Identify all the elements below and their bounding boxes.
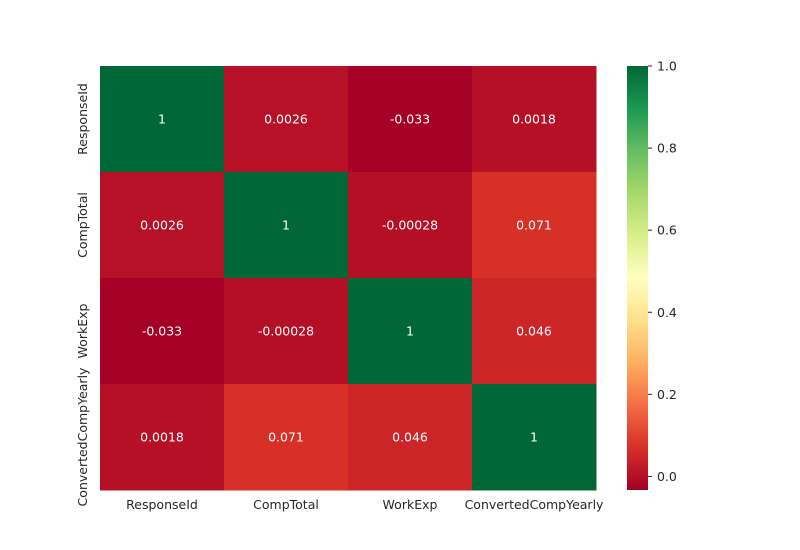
colorbar-tick-label: 1.0 bbox=[657, 59, 677, 74]
y-axis-ticks: ResponseId CompTotal WorkExp ConvertedCompY… bbox=[75, 83, 90, 506]
x-axis-ticks: ResponseId CompTotal WorkExp ConvertedCompY… bbox=[126, 497, 604, 512]
heatmap-cell bbox=[100, 66, 225, 173]
heatmap-cell bbox=[348, 278, 473, 385]
x-tick-label: ResponseId bbox=[126, 497, 198, 512]
colorbar-tick-label: 0.4 bbox=[657, 305, 677, 320]
colorbar-gradient bbox=[627, 66, 648, 490]
cell-value-label: 0.071 bbox=[268, 430, 304, 445]
heatmap-cell bbox=[100, 278, 225, 385]
heatmap-cell bbox=[224, 172, 349, 279]
heatmap-cell bbox=[472, 66, 597, 173]
y-tick-label: CompTotal bbox=[75, 192, 90, 258]
x-tick-label: WorkExp bbox=[383, 497, 438, 512]
cell-value-label: -0.00028 bbox=[382, 218, 438, 233]
colorbar-tick-label: 0.6 bbox=[657, 223, 677, 238]
colorbar-tick-label: 0.0 bbox=[657, 469, 677, 484]
cell-value-label: 0.0018 bbox=[512, 112, 556, 127]
heatmap-cell bbox=[472, 172, 597, 279]
heatmap-cell bbox=[100, 172, 225, 279]
heatmap-cell bbox=[472, 278, 597, 385]
y-tick-label: ConvertedCompYearly bbox=[75, 367, 90, 506]
heatmap-cell bbox=[224, 384, 349, 491]
y-tick-label: WorkExp bbox=[75, 303, 90, 358]
cell-value-label: -0.00028 bbox=[258, 324, 314, 339]
heatmap-cell bbox=[348, 66, 473, 173]
colorbar-tick-label: 0.8 bbox=[657, 141, 677, 156]
colorbar: 0.0 0.2 0.4 0.6 0.8 1.0 bbox=[627, 59, 677, 490]
heatmap-cell bbox=[348, 384, 473, 491]
heatmap-cells: 1 0.0026 -0.033 0.0018 0.0026 1 -0.00028 0.071 -… bbox=[100, 66, 597, 491]
cell-value-label: 0.0026 bbox=[264, 112, 308, 127]
cell-value-label: 1 bbox=[282, 218, 290, 233]
cell-value-label: 1 bbox=[406, 324, 414, 339]
y-tick-label: ResponseId bbox=[75, 83, 90, 155]
cell-value-label: 0.0026 bbox=[140, 218, 184, 233]
cell-value-label: 0.0018 bbox=[140, 430, 184, 445]
colorbar-tick-label: 0.2 bbox=[657, 387, 677, 402]
heatmap-cell bbox=[224, 278, 349, 385]
x-tick-label: CompTotal bbox=[253, 497, 319, 512]
cell-value-label: -0.033 bbox=[142, 324, 182, 339]
cell-value-label: 1 bbox=[158, 112, 166, 127]
heatmap-cell bbox=[100, 384, 225, 491]
cell-value-label: 1 bbox=[530, 430, 538, 445]
heatmap-cell bbox=[224, 66, 349, 173]
cell-value-label: 0.046 bbox=[392, 430, 428, 445]
cell-value-label: -0.033 bbox=[390, 112, 430, 127]
heatmap-cell bbox=[348, 172, 473, 279]
x-tick-label: ConvertedCompYearly bbox=[465, 497, 604, 512]
cell-value-label: 0.071 bbox=[516, 218, 552, 233]
heatmap-cell bbox=[472, 384, 597, 491]
cell-value-label: 0.046 bbox=[516, 324, 552, 339]
